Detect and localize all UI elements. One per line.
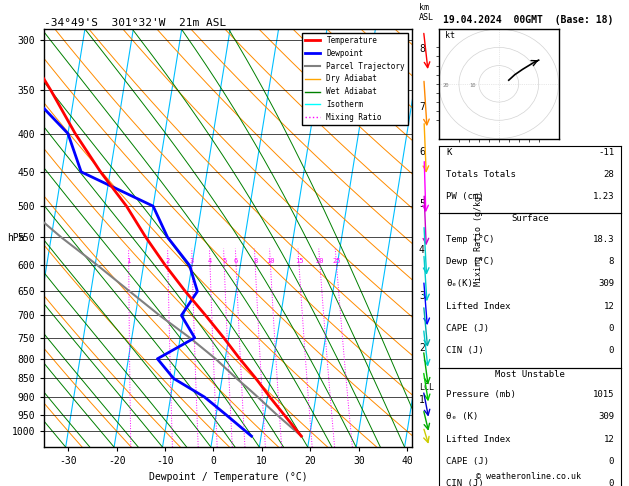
Text: 7: 7 [419, 102, 425, 112]
Text: Temp (°C): Temp (°C) [447, 235, 495, 244]
Text: 20: 20 [443, 84, 450, 88]
Text: -34°49'S  301°32'W  21m ASL: -34°49'S 301°32'W 21m ASL [44, 18, 226, 28]
Text: -11: -11 [598, 148, 614, 157]
Text: 25: 25 [332, 258, 341, 264]
Text: LCL: LCL [419, 383, 434, 392]
Text: θₑ (K): θₑ (K) [447, 413, 479, 421]
Text: 1015: 1015 [593, 390, 614, 399]
Text: 4: 4 [419, 245, 425, 255]
Text: 19.04.2024  00GMT  (Base: 18): 19.04.2024 00GMT (Base: 18) [443, 15, 613, 25]
Text: 4: 4 [208, 258, 212, 264]
Text: 28: 28 [603, 170, 614, 179]
Text: 8: 8 [419, 44, 425, 54]
Text: 12: 12 [603, 302, 614, 311]
Text: Pressure (mb): Pressure (mb) [447, 390, 516, 399]
Text: km
ASL: km ASL [419, 3, 434, 22]
Text: PW (cm): PW (cm) [447, 192, 484, 201]
Text: 2: 2 [166, 258, 170, 264]
Text: θₑ(K): θₑ(K) [447, 279, 473, 289]
Text: 2: 2 [419, 344, 425, 353]
Text: Most Unstable: Most Unstable [495, 370, 565, 379]
Text: 15: 15 [295, 258, 303, 264]
Text: 20: 20 [316, 258, 324, 264]
Text: 12: 12 [603, 434, 614, 444]
Text: 10: 10 [266, 258, 275, 264]
Text: 309: 309 [598, 413, 614, 421]
Text: CAPE (J): CAPE (J) [447, 457, 489, 466]
Text: 1: 1 [419, 395, 425, 405]
Text: kt: kt [445, 31, 455, 40]
Text: 3: 3 [419, 291, 425, 301]
Text: Surface: Surface [511, 214, 549, 224]
Text: Mixing Ratio (g/kg): Mixing Ratio (g/kg) [474, 191, 482, 286]
Text: Totals Totals: Totals Totals [447, 170, 516, 179]
Text: 6: 6 [234, 258, 238, 264]
Text: hPa: hPa [8, 233, 25, 243]
Text: 1.23: 1.23 [593, 192, 614, 201]
Text: Lifted Index: Lifted Index [447, 302, 511, 311]
Text: CAPE (J): CAPE (J) [447, 324, 489, 333]
Text: 0: 0 [609, 346, 614, 355]
Text: CIN (J): CIN (J) [447, 479, 484, 486]
Text: K: K [447, 148, 452, 157]
Text: CIN (J): CIN (J) [447, 346, 484, 355]
Text: 0: 0 [609, 324, 614, 333]
Text: 5: 5 [419, 199, 425, 209]
Text: 3: 3 [190, 258, 194, 264]
Text: 8: 8 [609, 257, 614, 266]
Text: 10: 10 [469, 84, 476, 88]
Text: © weatheronline.co.uk: © weatheronline.co.uk [476, 472, 581, 481]
X-axis label: Dewpoint / Temperature (°C): Dewpoint / Temperature (°C) [148, 472, 308, 482]
Text: 1: 1 [126, 258, 131, 264]
Text: 0: 0 [609, 457, 614, 466]
Text: Lifted Index: Lifted Index [447, 434, 511, 444]
Text: 8: 8 [253, 258, 257, 264]
Text: 309: 309 [598, 279, 614, 289]
Text: 6: 6 [419, 147, 425, 157]
Text: 18.3: 18.3 [593, 235, 614, 244]
Text: 5: 5 [222, 258, 226, 264]
Text: 0: 0 [609, 479, 614, 486]
Legend: Temperature, Dewpoint, Parcel Trajectory, Dry Adiabat, Wet Adiabat, Isotherm, Mi: Temperature, Dewpoint, Parcel Trajectory… [302, 33, 408, 125]
Text: Dewp (°C): Dewp (°C) [447, 257, 495, 266]
